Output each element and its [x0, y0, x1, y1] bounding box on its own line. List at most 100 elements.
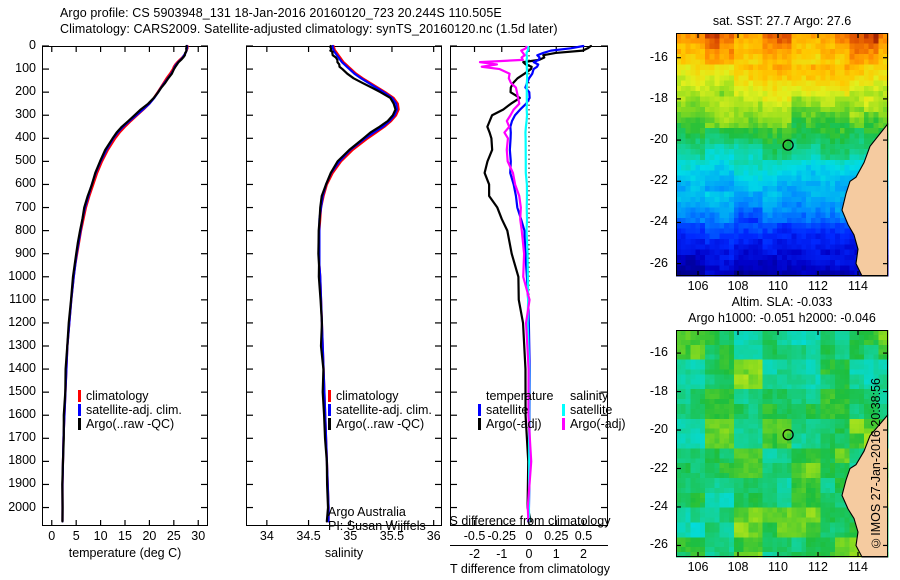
sla-lat-tick-label: -22: [649, 460, 668, 475]
depth-tick-label: 600: [15, 176, 36, 191]
sla-lat-tick-label: -26: [649, 537, 668, 552]
depth-tick-label: 1100: [9, 291, 36, 306]
depth-tick-label: 1400: [8, 361, 36, 376]
temperature-legend-label: climatology: [86, 389, 149, 403]
sst-map-yticks: -16 -18 -20 -22 -24 -26: [640, 33, 672, 276]
difference-salinity-legend-swatch-icon: [562, 418, 565, 430]
sst-lat-tick-label: -22: [649, 173, 668, 188]
depth-tick-label: 800: [15, 222, 36, 237]
difference-salinity-legend-title: salinity: [570, 389, 609, 403]
difference-salinity-legend-swatch-icon: [562, 404, 565, 416]
depth-tick-label: 0: [29, 38, 36, 52]
difference-salinity-legend-label: satellite: [570, 403, 613, 417]
difference-legend-temperature: temperature satellite Argo(-adj): [478, 389, 553, 431]
t-difference-tick-label: -1: [496, 547, 508, 561]
depth-tick-label: 1500: [8, 384, 36, 399]
difference-salinity-legend-item: Argo(-adj): [562, 417, 626, 431]
temperature-tick-label: 10: [93, 529, 108, 543]
temperature-tick-label: 25: [166, 529, 181, 543]
sla-lat-tick-label: -16: [649, 345, 668, 360]
argo-australia-line2: PI: Susan Wijffels: [328, 519, 426, 533]
sla-lon-tick-label: 106: [687, 560, 709, 574]
temperature-tick-label: 20: [142, 529, 157, 543]
temperature-legend-item: satellite-adj. clim.: [78, 403, 182, 417]
sst-lon-tick-label: 106: [687, 279, 709, 293]
temperature-yticks: 0 100 200 300 400 500 600 700 800 900 1000 1100 1200…: [0, 38, 40, 526]
temperature-axis-label: temperature (deg C): [68, 546, 182, 560]
salinity-axis-label: salinity: [324, 546, 364, 560]
t-difference-tick-label: 0: [525, 547, 533, 561]
salinity-legend-label: Argo(..raw -QC): [336, 417, 425, 431]
salinity-tick-label: 34: [259, 529, 274, 543]
sst-lon-tick-label: 110: [768, 279, 788, 293]
salinity-legend-item: climatology: [328, 389, 432, 403]
temperature-legend-swatch-icon: [78, 390, 81, 402]
salinity-tick-label: 36: [426, 529, 441, 543]
sst-lat-tick-label: -18: [649, 90, 668, 105]
salinity-legend-item: Argo(..raw -QC): [328, 417, 432, 431]
salinity-legend-item: satellite-adj. clim.: [328, 403, 432, 417]
panel-salinity: [246, 44, 442, 526]
page-title-line1: Argo profile: CS 5903948_131 18-Jan-2016…: [60, 6, 502, 20]
difference-xticks-salinity: -0.5 -0.25 0 0.25 0.5: [450, 529, 608, 544]
difference-axis-label-salinity: S difference from climatology: [449, 514, 611, 528]
depth-tick-label: 100: [15, 61, 36, 76]
s-difference-tick-label: 0.5: [574, 529, 593, 543]
sla-lat-tick-label: -18: [649, 383, 668, 398]
page-title-line2: Climatology: CARS2009. Satellite-adjuste…: [60, 22, 558, 36]
sla-map-xticks: 106 108 110 112 114: [676, 560, 888, 576]
difference-temperature-legend-label: satellite: [486, 403, 529, 417]
sst-map-canvas: [676, 33, 889, 277]
difference-temperature-legend-item: Argo(-adj): [478, 417, 553, 431]
sla-lat-tick-label: -24: [649, 498, 668, 513]
temperature-tick-label: 15: [118, 529, 132, 543]
depth-tick-label: 200: [15, 84, 36, 99]
depth-tick-label: 2000: [8, 499, 36, 514]
depth-tick-label: 1300: [8, 338, 36, 352]
salinity-legend-swatch-icon: [328, 390, 331, 402]
sst-map-xticks: 106 108 110 112 114: [676, 279, 888, 295]
sst-lat-tick-label: -16: [649, 49, 668, 64]
difference-axis-rule: [450, 545, 608, 547]
temperature-legend-swatch-icon: [78, 418, 81, 430]
s-difference-tick-label: 0.25: [544, 529, 569, 543]
panel-temperature: [42, 44, 208, 526]
depth-tick-label: 500: [15, 153, 36, 168]
sla-map-title-line2: Argo h1000: -0.051 h2000: -0.046: [688, 311, 876, 325]
difference-salinity-legend-label: Argo(-adj): [570, 417, 626, 431]
temperature-legend-item: climatology: [78, 389, 182, 403]
sst-lon-tick-label: 114: [848, 279, 868, 293]
sla-lon-tick-label: 114: [848, 560, 868, 574]
sst-lon-tick-label: 112: [808, 279, 828, 293]
difference-temperature-legend-item: satellite: [478, 403, 553, 417]
sla-lon-tick-label: 110: [768, 560, 788, 574]
salinity-tick-label: 35.5: [379, 529, 405, 543]
salinity-xticks: 34 34.5 35 35.5 36: [246, 529, 442, 545]
depth-tick-label: 1600: [8, 407, 36, 422]
sla-lon-tick-label: 112: [808, 560, 828, 574]
sst-lat-tick-label: -26: [649, 255, 668, 270]
argo-australia-line1: Argo Australia: [328, 505, 406, 519]
depth-tick-label: 1000: [8, 268, 36, 283]
depth-tick-label: 1700: [8, 430, 36, 445]
difference-salinity-legend-item: satellite: [562, 403, 626, 417]
salinity-legend-label: satellite-adj. clim.: [336, 403, 432, 417]
difference-temperature-legend-label: Argo(-adj): [486, 417, 542, 431]
sst-lon-tick-label: 108: [727, 279, 749, 293]
depth-tick-label: 900: [15, 245, 36, 260]
difference-axis-label-temperature: T difference from climatology: [449, 562, 611, 576]
depth-tick-label: 700: [15, 199, 36, 214]
temperature-tick-label: 30: [191, 529, 206, 543]
sst-map-title: sat. SST: 27.7 Argo: 27.6: [712, 14, 852, 28]
temperature-xticks: 0 5 10 15 20 25 30: [42, 529, 208, 545]
difference-temperature-legend-swatch-icon: [478, 404, 481, 416]
temperature-legend-label: satellite-adj. clim.: [86, 403, 182, 417]
temperature-tick-label: 0: [48, 529, 56, 543]
temperature-tick-label: 5: [72, 529, 80, 543]
salinity-legend-swatch-icon: [328, 404, 331, 416]
salinity-tick-label: 35: [343, 529, 358, 543]
sla-map-yticks: -16 -18 -20 -22 -24 -26: [640, 330, 672, 557]
difference-legend-salinity: salinity satellite Argo(-adj): [562, 389, 626, 431]
t-difference-tick-label: 2: [579, 547, 587, 561]
credit-label: ©IMOS 27-Jan-2016 20:38:56: [869, 378, 883, 550]
